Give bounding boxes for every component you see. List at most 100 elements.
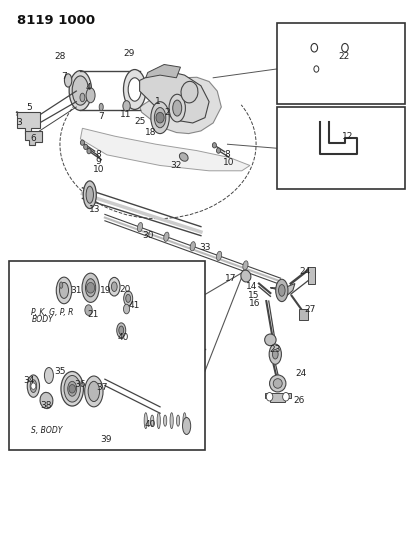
Text: 10: 10 xyxy=(222,158,234,167)
Ellipse shape xyxy=(212,143,216,148)
Circle shape xyxy=(310,44,317,52)
Ellipse shape xyxy=(272,350,277,359)
Ellipse shape xyxy=(264,334,275,346)
Text: 15: 15 xyxy=(247,290,258,300)
Ellipse shape xyxy=(170,413,173,429)
Text: 6: 6 xyxy=(30,134,36,143)
Text: 18: 18 xyxy=(145,128,156,137)
Text: 1: 1 xyxy=(155,97,160,106)
Text: 2: 2 xyxy=(164,108,170,117)
Ellipse shape xyxy=(56,277,72,304)
Circle shape xyxy=(341,44,347,52)
Ellipse shape xyxy=(84,376,103,407)
Ellipse shape xyxy=(72,76,88,105)
Ellipse shape xyxy=(88,381,99,401)
Text: 25: 25 xyxy=(134,117,145,126)
Ellipse shape xyxy=(150,415,153,426)
Text: 11: 11 xyxy=(119,110,131,119)
Ellipse shape xyxy=(82,273,99,302)
Polygon shape xyxy=(270,284,294,296)
Ellipse shape xyxy=(119,326,124,335)
Text: 41: 41 xyxy=(129,301,140,310)
Bar xyxy=(298,309,307,320)
Ellipse shape xyxy=(163,232,169,241)
Ellipse shape xyxy=(242,261,247,270)
Ellipse shape xyxy=(269,375,285,392)
Ellipse shape xyxy=(182,417,190,434)
Ellipse shape xyxy=(99,103,103,111)
Text: S, BODY: S, BODY xyxy=(31,426,63,435)
Text: 27: 27 xyxy=(304,304,315,313)
Polygon shape xyxy=(17,112,39,134)
Bar xyxy=(276,23,404,104)
Text: 39: 39 xyxy=(100,435,112,444)
Text: 12: 12 xyxy=(341,132,352,141)
Text: 4: 4 xyxy=(85,83,91,92)
Text: 40: 40 xyxy=(117,333,129,342)
Ellipse shape xyxy=(137,223,142,232)
Polygon shape xyxy=(25,131,41,146)
Text: 35: 35 xyxy=(54,367,65,376)
Text: 26: 26 xyxy=(292,396,304,405)
Text: P, K, G, P, R: P, K, G, P, R xyxy=(31,308,74,317)
Ellipse shape xyxy=(27,375,39,397)
Text: 13: 13 xyxy=(89,205,100,214)
Ellipse shape xyxy=(154,108,165,128)
Ellipse shape xyxy=(172,100,181,116)
Text: 8: 8 xyxy=(95,150,101,159)
Ellipse shape xyxy=(123,304,129,314)
Ellipse shape xyxy=(64,375,80,402)
Ellipse shape xyxy=(190,241,195,251)
Text: 36: 36 xyxy=(74,380,85,389)
Text: 29: 29 xyxy=(124,50,135,58)
Ellipse shape xyxy=(268,344,281,365)
Text: 10: 10 xyxy=(93,165,104,174)
Text: 7: 7 xyxy=(98,112,103,121)
Polygon shape xyxy=(80,128,249,171)
Ellipse shape xyxy=(44,368,53,383)
Ellipse shape xyxy=(180,82,198,103)
Ellipse shape xyxy=(83,181,96,208)
Circle shape xyxy=(155,112,164,123)
Ellipse shape xyxy=(272,378,281,388)
Text: 34: 34 xyxy=(23,376,34,385)
Ellipse shape xyxy=(123,101,130,111)
Ellipse shape xyxy=(80,140,84,146)
Ellipse shape xyxy=(85,279,95,297)
Ellipse shape xyxy=(80,93,85,102)
Ellipse shape xyxy=(128,78,141,101)
Ellipse shape xyxy=(86,88,95,103)
Text: 14: 14 xyxy=(245,282,256,291)
Circle shape xyxy=(31,383,36,389)
Text: 24: 24 xyxy=(294,369,306,378)
Text: BODY: BODY xyxy=(31,315,53,324)
Text: 33: 33 xyxy=(199,244,210,253)
Circle shape xyxy=(265,392,272,401)
Polygon shape xyxy=(139,70,209,123)
Text: 7: 7 xyxy=(61,72,67,81)
Text: 28: 28 xyxy=(54,52,65,61)
Text: 17: 17 xyxy=(224,273,236,282)
Bar xyxy=(9,261,204,450)
Bar xyxy=(307,266,315,284)
Ellipse shape xyxy=(275,279,287,302)
Text: 32: 32 xyxy=(170,161,182,170)
Ellipse shape xyxy=(163,415,166,426)
Text: 9: 9 xyxy=(95,157,101,166)
Ellipse shape xyxy=(87,149,91,154)
Text: 8119 1000: 8119 1000 xyxy=(17,14,95,27)
Ellipse shape xyxy=(69,70,91,110)
Text: 21: 21 xyxy=(87,310,98,319)
Text: 38: 38 xyxy=(40,401,52,410)
Ellipse shape xyxy=(176,415,179,426)
Ellipse shape xyxy=(126,294,130,302)
Text: 22: 22 xyxy=(337,52,349,61)
Ellipse shape xyxy=(144,413,147,429)
Circle shape xyxy=(86,282,94,293)
Ellipse shape xyxy=(157,413,160,429)
Ellipse shape xyxy=(169,94,185,122)
Ellipse shape xyxy=(40,392,53,409)
Ellipse shape xyxy=(124,291,133,306)
Ellipse shape xyxy=(117,323,126,338)
Text: 3: 3 xyxy=(16,118,22,127)
